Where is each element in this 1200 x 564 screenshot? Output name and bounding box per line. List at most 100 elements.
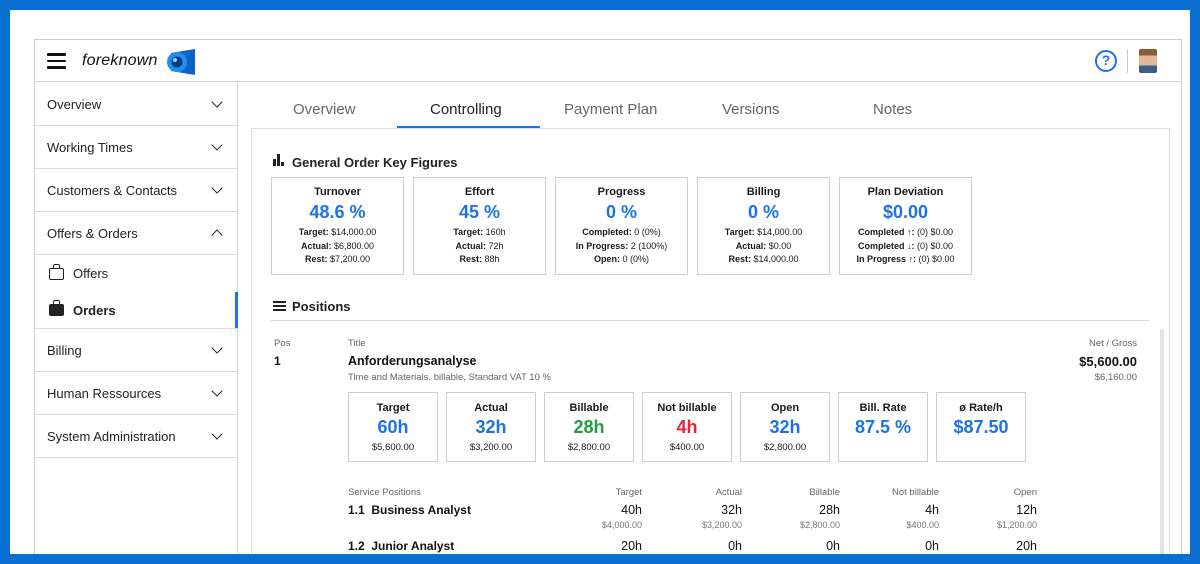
bar-chart-icon	[273, 154, 285, 166]
service-value: 40h	[621, 503, 642, 517]
net-gross-label: Net / Gross	[1088, 338, 1137, 349]
metric-card-not-billable: Not billable 4h $400.00	[642, 392, 732, 462]
service-value: 0h	[728, 539, 742, 553]
column-header-target: Target	[615, 487, 642, 498]
service-value: 4h	[925, 503, 939, 517]
sidebar-subitem-label: Orders	[73, 302, 116, 318]
divider	[271, 320, 1149, 321]
column-header-not-billable: Not billable	[892, 487, 939, 498]
kpi-card-effort: Effort 45 % Target: 160h Actual: 72h Res…	[413, 177, 546, 275]
list-icon	[273, 301, 286, 311]
metric-title: Bill. Rate	[859, 402, 907, 414]
service-amount: $400.00	[906, 520, 939, 530]
sidebar-item-label: Offers & Orders	[47, 225, 138, 241]
tab-notes[interactable]: Notes	[873, 101, 913, 118]
service-value: 28h	[819, 503, 840, 517]
service-value: 12h	[1016, 503, 1037, 517]
service-amount: $3,200.00	[701, 520, 742, 530]
sidebar-item-working-times[interactable]: Working Times	[35, 126, 237, 169]
service-name: Junior Analyst	[371, 539, 455, 553]
menu-icon[interactable]	[47, 53, 66, 69]
screenshot-frame: foreknown ? Overview Working Times Custo…	[10, 10, 1190, 554]
service-row-1-1[interactable]: 1.1 Business Analyst	[348, 503, 471, 517]
tab-payment-plan[interactable]: Payment Plan	[564, 101, 658, 118]
sidebar-subitem-orders[interactable]: Orders	[35, 292, 238, 329]
sidebar-item-overview[interactable]: Overview	[35, 83, 237, 126]
service-amount: $2,800.00	[799, 520, 840, 530]
kpi-title: Billing	[746, 186, 781, 198]
chevron-down-icon	[211, 96, 223, 108]
kpi-value: 48.6 %	[309, 202, 366, 222]
service-value: 20h	[621, 539, 642, 553]
position-title[interactable]: Anforderungsanalyse	[348, 354, 477, 368]
chevron-down-icon	[211, 182, 223, 194]
kpi-value: 0 %	[747, 202, 780, 222]
metric-value: 32h	[475, 417, 507, 437]
sidebar-item-human-ressources[interactable]: Human Ressources	[35, 372, 237, 415]
scrollbar[interactable]	[1160, 329, 1164, 554]
sidebar-item-system-administration[interactable]: System Administration	[35, 415, 237, 458]
chevron-down-icon	[211, 385, 223, 397]
active-tab-indicator	[397, 126, 540, 128]
sidebar-subitem-label: Offers	[73, 266, 109, 281]
metric-value: 60h	[377, 417, 409, 437]
sidebar-item-billing[interactable]: Billing	[35, 329, 237, 372]
sidebar-subitem-offers[interactable]: Offers	[35, 255, 237, 292]
sidebar-item-offers-orders[interactable]: Offers & Orders	[35, 212, 237, 255]
top-bar: foreknown ?	[35, 40, 1181, 82]
brand-name: foreknown	[82, 52, 158, 69]
service-amount: $1,200.00	[996, 520, 1037, 530]
kpi-title: Plan Deviation	[867, 186, 944, 198]
service-positions-label: Service Positions	[348, 487, 421, 498]
kpi-card-billing: Billing 0 % Target: $14,000.00 Actual: $…	[697, 177, 830, 275]
kpi-value: $0.00	[882, 202, 929, 222]
chevron-down-icon	[211, 428, 223, 440]
metric-value: 4h	[676, 417, 698, 437]
sidebar-item-label: Overview	[47, 96, 102, 112]
metric-sub: $400.00	[669, 442, 705, 453]
position-number: 1	[274, 354, 281, 368]
kpi-title: Effort	[464, 186, 495, 198]
metric-value: 28h	[573, 417, 605, 437]
briefcase-icon	[49, 300, 64, 316]
section-title-positions: Positions	[292, 299, 351, 314]
app-window: foreknown ? Overview Working Times Custo…	[34, 39, 1182, 554]
service-row-1-2[interactable]: 1.2 Junior Analyst	[348, 539, 454, 553]
metric-sub: $2,800.00	[763, 442, 807, 453]
kpi-details: Target: 160h Actual: 72h Rest: 88h	[453, 227, 506, 264]
sidebar-item-label: Human Ressources	[47, 385, 162, 401]
service-amount: $4,000.00	[601, 520, 642, 530]
column-header-billable: Billable	[809, 487, 840, 498]
column-header-open: Open	[1013, 487, 1037, 498]
kpi-card-plan-deviation: Plan Deviation $0.00 Completed ↑: (0) $0…	[839, 177, 972, 275]
service-id: 1.1	[348, 503, 365, 517]
sidebar-item-label: Customers & Contacts	[47, 182, 178, 198]
chevron-up-icon	[211, 229, 223, 241]
metric-value: 32h	[769, 417, 801, 437]
column-header-actual: Actual	[715, 487, 742, 498]
metric-sub: $5,600.00	[371, 442, 415, 453]
briefcase-outline-icon	[49, 263, 64, 280]
metric-title: Not billable	[657, 402, 717, 414]
help-icon[interactable]: ?	[1095, 50, 1117, 72]
title-label: Title	[348, 338, 366, 349]
metric-value: $87.50	[953, 417, 1009, 437]
kpi-details: Target: $14,000.00 Actual: $0.00 Rest: $…	[724, 227, 803, 264]
tab-controlling[interactable]: Controlling	[430, 101, 502, 118]
metric-title: Open	[770, 402, 800, 414]
sidebar-item-customers-contacts[interactable]: Customers & Contacts	[35, 169, 237, 212]
metric-title: Actual	[474, 402, 508, 414]
kpi-details: Completed: 0 (0%) In Progress: 2 (100%) …	[575, 227, 668, 264]
metric-card-billable: Billable 28h $2,800.00	[544, 392, 634, 462]
metric-sub: $3,200.00	[469, 442, 513, 453]
service-id: 1.2	[348, 539, 365, 553]
service-name: Business Analyst	[371, 503, 471, 517]
sidebar: Overview Working Times Customers & Conta…	[35, 83, 238, 554]
avatar[interactable]	[1139, 49, 1157, 73]
chevron-down-icon	[211, 139, 223, 151]
tab-bar: Overview Controlling Payment Plan Versio…	[239, 83, 1181, 129]
metric-card-avg-rate: ø Rate/h $87.50	[936, 392, 1026, 462]
tab-versions[interactable]: Versions	[722, 101, 780, 118]
kpi-value: 0 %	[605, 202, 638, 222]
tab-overview[interactable]: Overview	[293, 101, 356, 118]
